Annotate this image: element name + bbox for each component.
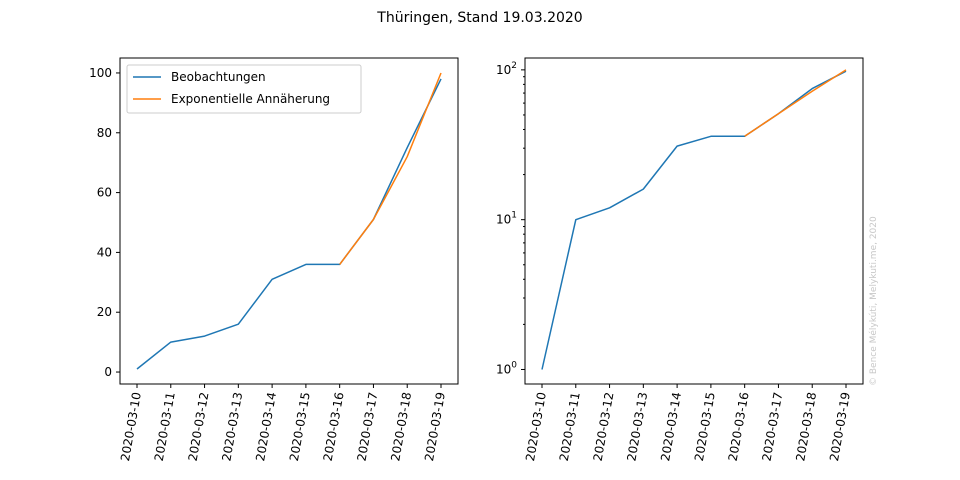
y-tick-label: 20 <box>97 305 112 319</box>
y-tick-label: 100 <box>496 360 517 376</box>
y-tick-base: 10 <box>496 362 511 376</box>
y-tick-base: 10 <box>496 63 511 77</box>
y-tick-base: 10 <box>496 213 511 227</box>
y-tick-exponent: 1 <box>511 211 517 221</box>
legend <box>126 64 362 114</box>
legend-label: Beobachtungen <box>171 70 266 84</box>
x-tick-label: 2020-03-15 <box>692 391 718 462</box>
x-tick-label: 2020-03-13 <box>624 391 650 462</box>
x-tick-label: 2020-03-16 <box>321 391 347 462</box>
x-tick-label: 2020-03-18 <box>793 391 819 462</box>
y-tick-label: 60 <box>97 186 112 200</box>
x-tick-label: 2020-03-17 <box>759 391 785 462</box>
x-tick-label: 2020-03-16 <box>726 391 752 462</box>
x-tick-label: 2020-03-13 <box>219 391 245 462</box>
y-tick-exponent: 2 <box>511 61 517 71</box>
y-tick-label: 102 <box>496 61 517 77</box>
x-tick-label: 2020-03-17 <box>354 391 380 462</box>
x-tick-label: 2020-03-10 <box>118 391 144 462</box>
observations-line <box>136 78 442 370</box>
y-tick-label: 40 <box>97 245 112 259</box>
x-tick-label: 2020-03-14 <box>253 391 279 462</box>
observations-line <box>541 70 847 370</box>
y-tick-label: 0 <box>104 365 112 379</box>
y-tick-exponent: 0 <box>511 360 517 370</box>
exponential-fit-line <box>744 69 847 137</box>
log-chart: 2020-03-10 2020-03-11 2020-03-12 2020-03-13… <box>496 57 864 462</box>
linear-chart: 2020-03-10 2020-03-11 2020-03-12 2020-03-13… <box>89 57 459 462</box>
x-tick-label: 2020-03-11 <box>152 391 178 462</box>
x-tick-label: 2020-03-12 <box>591 391 617 462</box>
exponential-fit-line <box>339 72 442 265</box>
y-tick-label: 100 <box>89 66 112 80</box>
plot-area-frame <box>119 57 459 385</box>
y-tick-label: 101 <box>496 211 517 227</box>
x-tick-label: 2020-03-19 <box>827 391 853 462</box>
y-tick-label: 80 <box>97 126 112 140</box>
figure-title: Thüringen, Stand 19.03.2020 <box>376 10 582 26</box>
x-tick-label: 2020-03-14 <box>658 391 684 462</box>
legend-label: Exponentielle Annäherung <box>171 92 330 106</box>
x-tick-label: 2020-03-15 <box>287 391 313 462</box>
x-tick-label: 2020-03-19 <box>422 391 448 462</box>
x-tick-label: 2020-03-12 <box>186 391 212 462</box>
x-tick-label: 2020-03-18 <box>388 391 414 462</box>
plot-area-frame <box>524 57 864 385</box>
watermark: © Bence Mélykúti, Melykuti.me, 2020 <box>868 216 879 386</box>
x-tick-label: 2020-03-11 <box>557 391 583 462</box>
x-tick-label: 2020-03-10 <box>523 391 549 462</box>
